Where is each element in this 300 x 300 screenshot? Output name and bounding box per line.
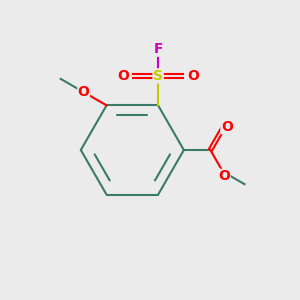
Text: F: F	[153, 42, 163, 56]
Text: O: O	[187, 69, 199, 83]
Text: O: O	[221, 120, 232, 134]
Text: O: O	[218, 169, 230, 183]
Text: O: O	[117, 69, 129, 83]
Text: S: S	[153, 69, 163, 83]
Text: O: O	[78, 85, 90, 99]
